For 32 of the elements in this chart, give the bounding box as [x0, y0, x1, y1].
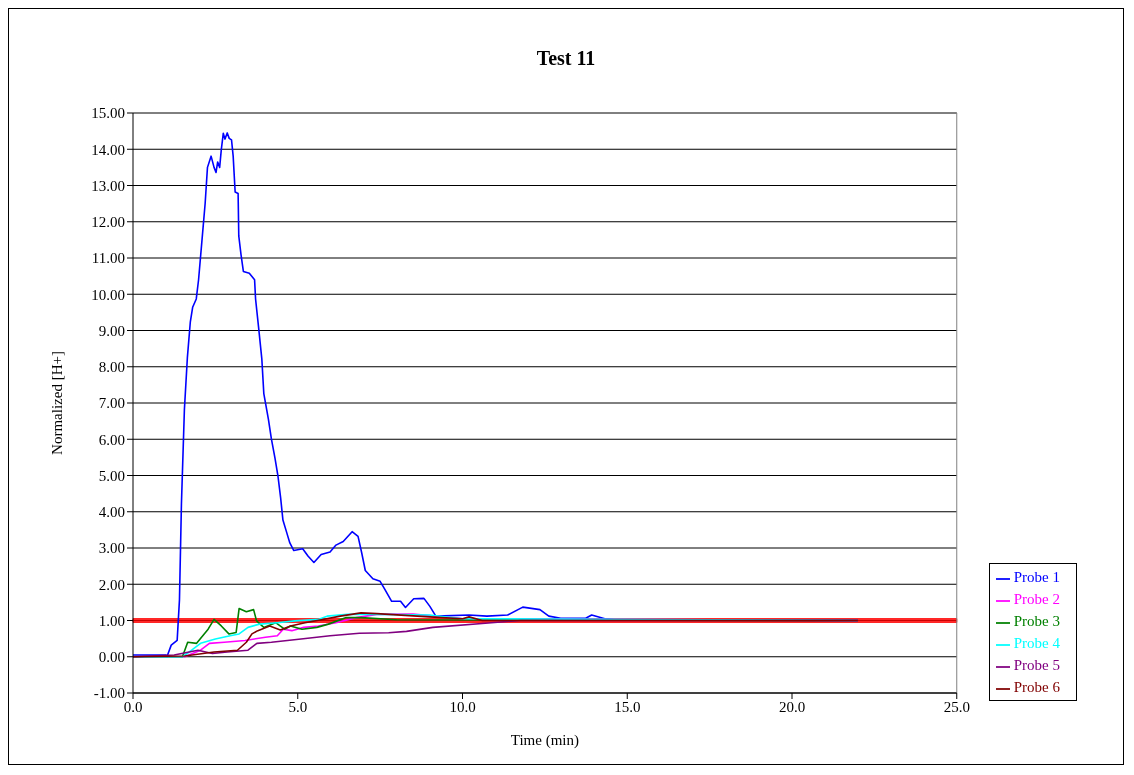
y-tick-label: 13.00 [91, 177, 125, 194]
y-tick-label: 14.00 [91, 141, 125, 158]
y-tick-label: 2.00 [98, 576, 125, 593]
x-axis-title: Time (min) [510, 732, 579, 749]
y-tick-label: 11.00 [91, 250, 125, 267]
y-axis-title: Normalized [H+] [49, 351, 66, 455]
x-tick-label: 25.0 [943, 698, 970, 715]
legend-label: Probe 1 [1013, 569, 1060, 585]
x-tick-label: 15.0 [614, 698, 641, 715]
y-tick-label: 3.00 [98, 540, 125, 557]
y-tick-label: 5.00 [98, 467, 125, 484]
x-tick-label: 0.0 [123, 698, 143, 715]
y-tick-label: 15.00 [91, 105, 125, 122]
y-tick-label: 8.00 [98, 359, 125, 376]
y-tick-label: 1.00 [98, 612, 125, 629]
x-tick-label: 20.0 [778, 698, 806, 715]
legend-label: Probe 6 [1013, 679, 1060, 695]
y-tick-label: 7.00 [98, 395, 125, 412]
legend-label: Probe 2 [1013, 591, 1060, 607]
legend-label: Probe 4 [1013, 635, 1060, 651]
y-tick-label: 9.00 [98, 322, 125, 339]
y-tick-label: 10.00 [91, 286, 125, 303]
chart-title: Test 11 [535, 47, 597, 70]
y-tick-label: 4.00 [98, 504, 125, 521]
x-tick-label: 10.0 [449, 698, 476, 715]
y-tick-label: -1.00 [93, 685, 125, 702]
y-tick-label: 12.00 [91, 214, 125, 231]
legend-label: Probe 3 [1013, 613, 1060, 629]
x-tick-label: 5.0 [288, 698, 308, 715]
legend-label: Probe 5 [1013, 657, 1060, 673]
y-tick-label: 0.00 [98, 649, 125, 666]
y-tick-label: 6.00 [98, 431, 125, 448]
